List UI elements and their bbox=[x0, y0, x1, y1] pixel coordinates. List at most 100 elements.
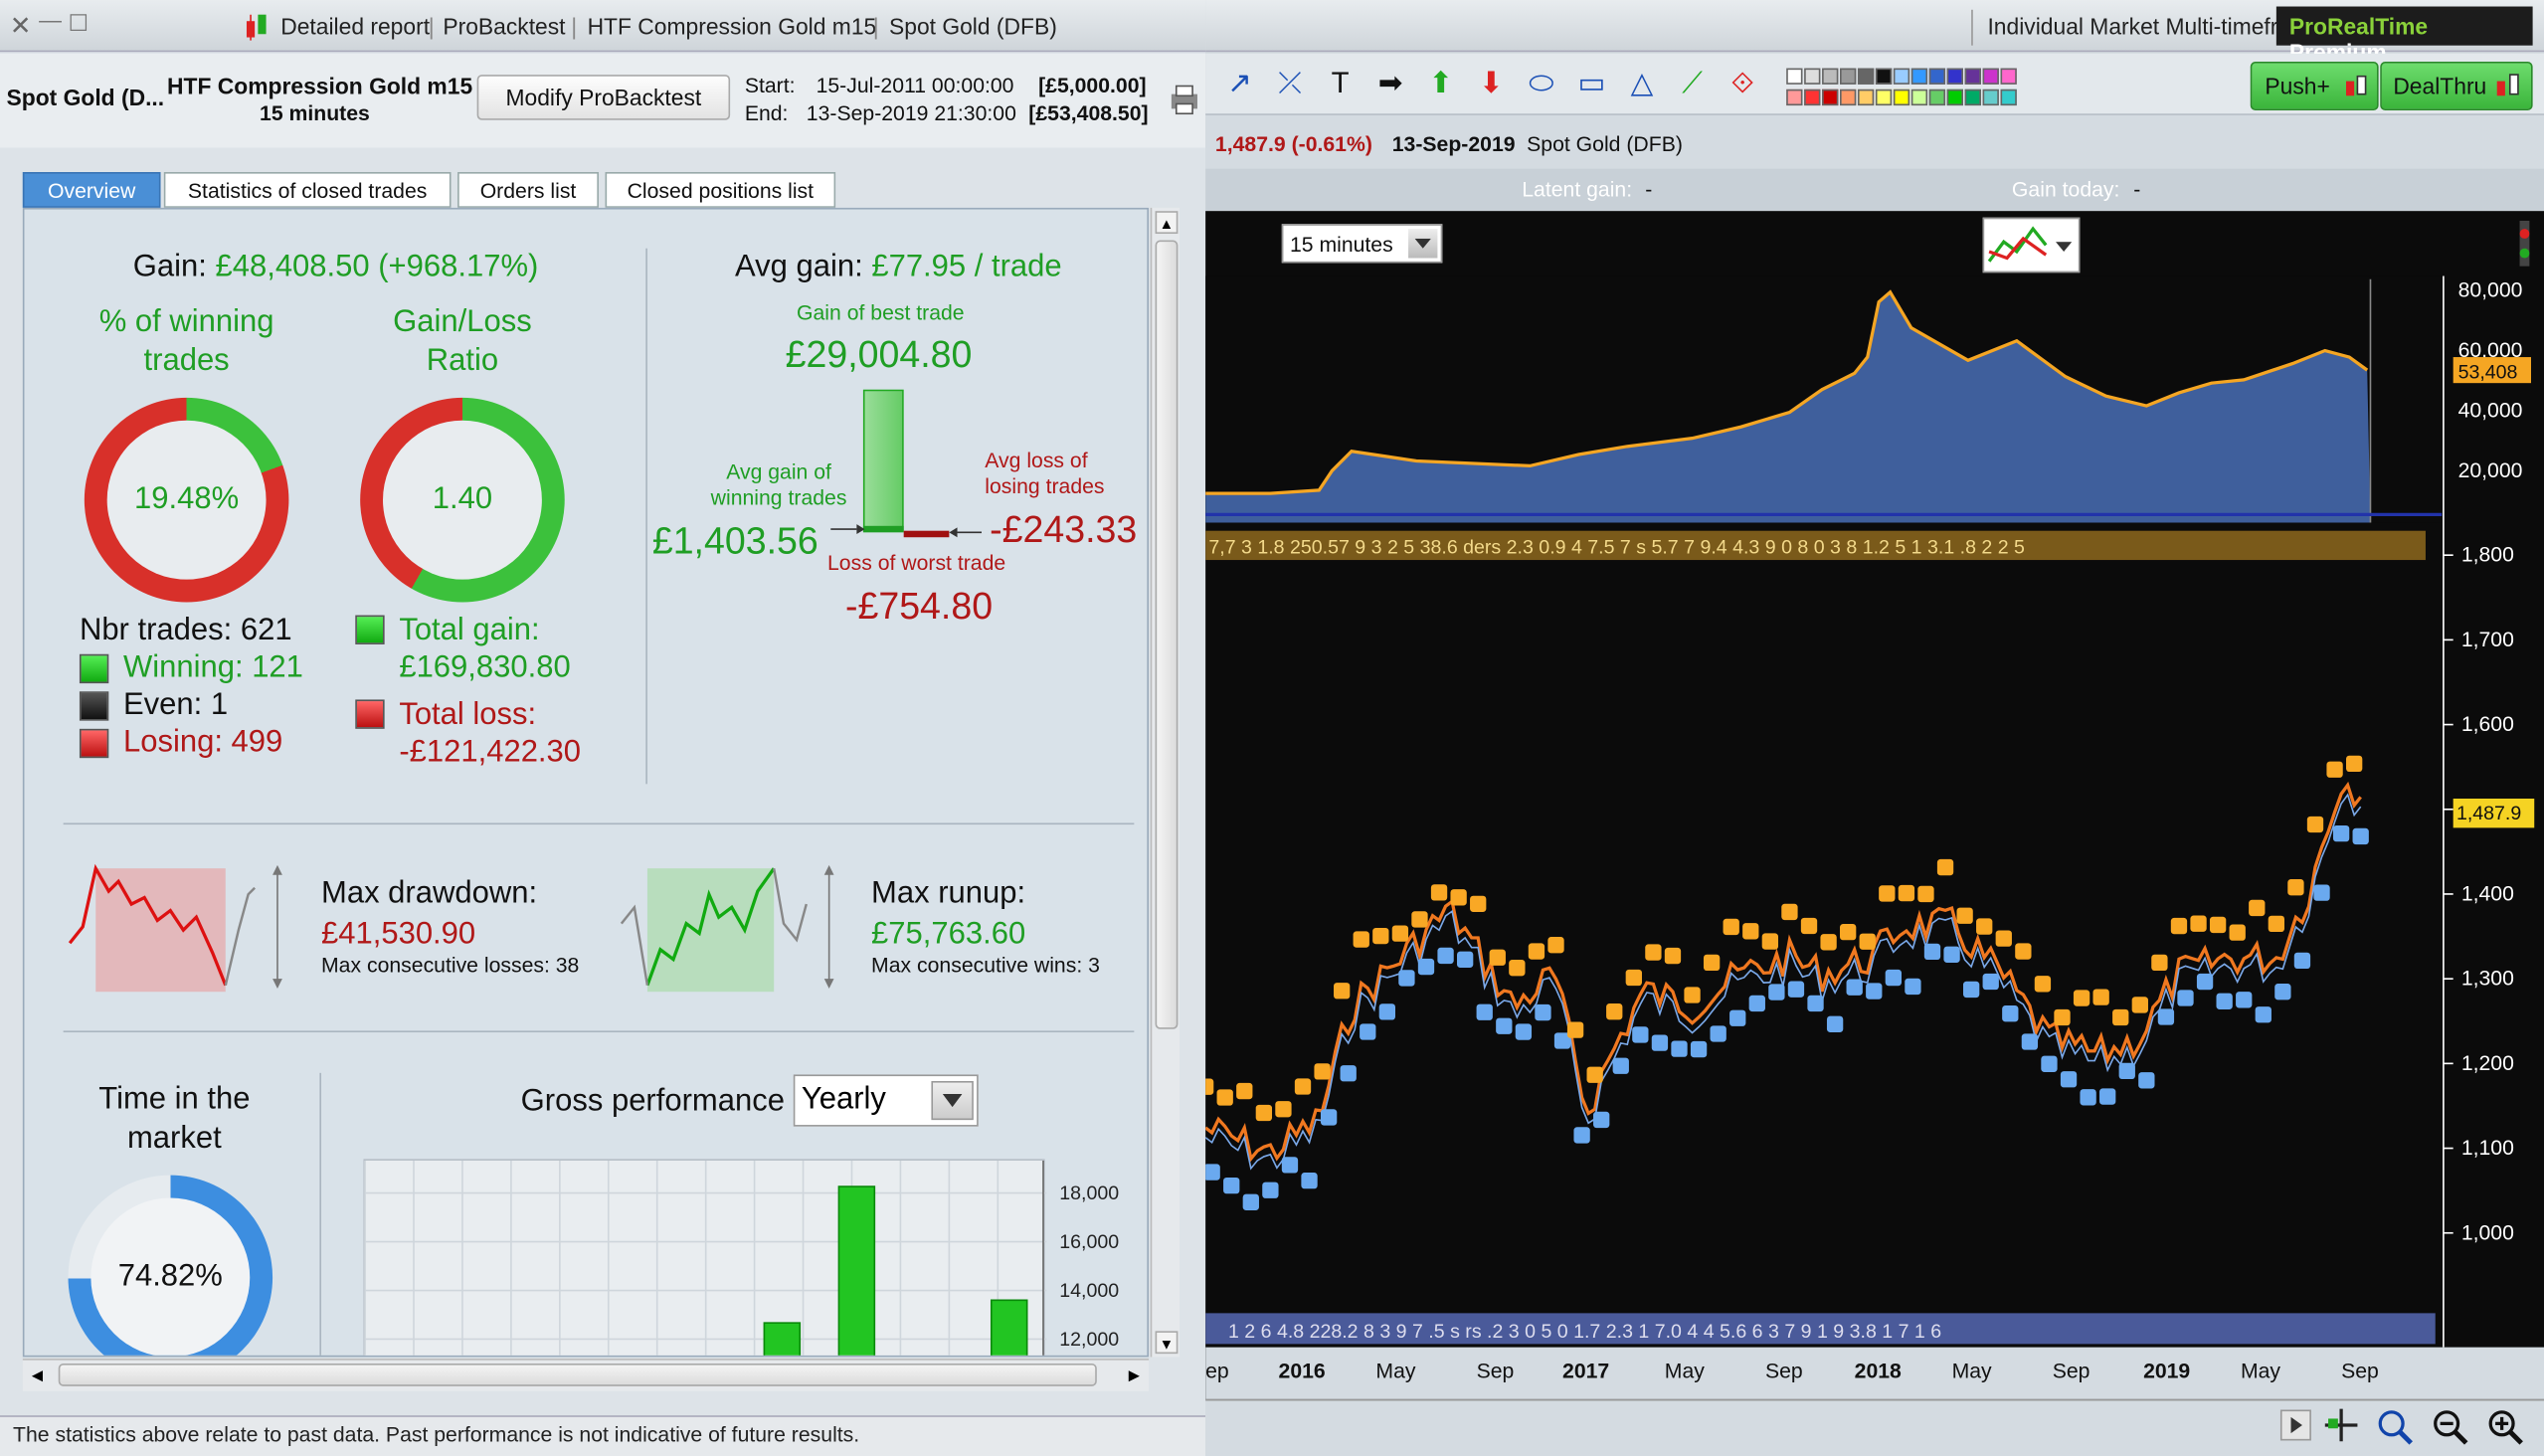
print-icon[interactable] bbox=[1167, 82, 1202, 117]
sell-marker bbox=[1645, 944, 1662, 961]
play-icon[interactable] bbox=[2279, 1409, 2312, 1442]
chart-type-button[interactable] bbox=[1982, 217, 2081, 273]
sell-marker bbox=[2034, 976, 2052, 993]
color-swatch[interactable] bbox=[1946, 89, 1963, 106]
text-icon[interactable]: T bbox=[1331, 66, 1350, 98]
color-swatch[interactable] bbox=[1928, 68, 1946, 85]
color-swatch[interactable] bbox=[2000, 89, 2017, 106]
signal-band-bottom bbox=[1205, 1313, 2436, 1345]
dealthru-button[interactable]: DealThru bbox=[2380, 62, 2533, 110]
buy-marker bbox=[2041, 1055, 2058, 1072]
color-swatch[interactable] bbox=[1786, 68, 1803, 85]
color-swatch[interactable] bbox=[1982, 89, 1999, 106]
buy-marker bbox=[1340, 1065, 1357, 1082]
color-swatch[interactable] bbox=[1840, 89, 1857, 106]
color-swatch[interactable] bbox=[1875, 68, 1893, 85]
color-swatch[interactable] bbox=[1982, 68, 1999, 85]
chevron-down-icon[interactable] bbox=[1408, 229, 1438, 259]
system-timeframe: 15 minutes bbox=[260, 100, 370, 125]
scroll-down-icon[interactable]: ▼ bbox=[1155, 1331, 1179, 1355]
window-tab-title[interactable]: Individual Market Multi-timefr bbox=[1987, 13, 2278, 40]
color-swatch[interactable] bbox=[1804, 68, 1821, 85]
vertical-scrollbar[interactable]: ▲ ▼ bbox=[1150, 207, 1181, 1358]
minimize-icon[interactable]: — bbox=[39, 6, 62, 33]
chart-bottom-bar bbox=[1205, 1398, 2544, 1456]
price-chart-area[interactable]: 15 minutes 80,000 60,000 40,000 20,000 53,40… bbox=[1205, 211, 2544, 1399]
crosshair-icon[interactable] bbox=[2322, 1405, 2361, 1444]
buy-marker bbox=[1748, 995, 1765, 1012]
gross-bar bbox=[837, 1185, 876, 1356]
scroll-right-icon[interactable]: ▶ bbox=[1128, 1366, 1140, 1383]
color-swatch[interactable] bbox=[1964, 89, 1981, 106]
tab-statistics-closed-trades[interactable]: Statistics of closed trades bbox=[163, 172, 452, 208]
color-swatch[interactable] bbox=[1928, 89, 1946, 106]
sell-marker bbox=[1917, 885, 1934, 903]
sell-marker bbox=[1781, 903, 1798, 921]
disclaimer-footer: The statistics above relate to past data… bbox=[0, 1415, 1206, 1456]
parallel-lines-icon[interactable]: ⤫ bbox=[1278, 66, 1302, 98]
scroll-up-icon[interactable]: ▲ bbox=[1155, 211, 1179, 235]
color-swatch[interactable] bbox=[1910, 68, 1928, 85]
tab-overview[interactable]: Overview bbox=[22, 172, 161, 208]
push-plus-button[interactable]: Push+ bbox=[2250, 62, 2379, 110]
title-probacktest: ProBacktest bbox=[443, 13, 566, 40]
buy-marker bbox=[2021, 1033, 2039, 1050]
arrow-up-icon[interactable]: ⬆ bbox=[1428, 66, 1453, 98]
fan-icon[interactable]: ⟐ bbox=[1730, 66, 1754, 98]
timeframe-select[interactable]: 15 minutes bbox=[1281, 224, 1443, 264]
time-in-market-text: 74.82% bbox=[117, 1259, 223, 1294]
close-icon[interactable]: ✕ bbox=[9, 13, 32, 41]
color-swatch[interactable] bbox=[1946, 68, 1963, 85]
scroll-left-icon[interactable]: ◀ bbox=[31, 1366, 44, 1383]
color-swatch[interactable] bbox=[1840, 68, 1857, 85]
timeframe-select-value: 15 minutes bbox=[1289, 232, 1393, 257]
color-palette-row bbox=[1786, 64, 2094, 85]
buy-marker bbox=[2060, 1071, 2078, 1088]
equity-last-label: 53,408 bbox=[2458, 361, 2518, 383]
color-swatch[interactable] bbox=[1804, 89, 1821, 106]
tab-orders-list[interactable]: Orders list bbox=[457, 172, 599, 208]
signal-band-top-text: 7,7 3 1.8 250.57 9 3 2 5 38.6 ders 2.3 0… bbox=[1208, 537, 2025, 559]
line-chart-icon bbox=[1987, 226, 2048, 263]
maximize-icon[interactable]: ☐ bbox=[68, 9, 90, 36]
color-swatch[interactable] bbox=[1875, 89, 1893, 106]
gross-performance-select[interactable]: Yearly bbox=[793, 1074, 979, 1127]
color-swatch[interactable] bbox=[1786, 89, 1803, 106]
rectangle-icon[interactable]: ▭ bbox=[1577, 66, 1606, 98]
arrow-down-icon[interactable]: ⬇ bbox=[1478, 66, 1504, 98]
zoom-in-icon[interactable] bbox=[2484, 1405, 2526, 1447]
zoom-out-icon[interactable] bbox=[2429, 1405, 2470, 1447]
color-swatch[interactable] bbox=[2000, 68, 2017, 85]
start-label: Start: bbox=[744, 73, 796, 97]
y-tick-label: 18,000 bbox=[1059, 1183, 1119, 1204]
h-scroll-thumb[interactable] bbox=[58, 1363, 1097, 1386]
tab-closed-positions-list[interactable]: Closed positions list bbox=[605, 172, 836, 208]
color-swatch[interactable] bbox=[1822, 68, 1839, 85]
ellipse-icon[interactable]: ⬭ bbox=[1529, 66, 1554, 98]
color-swatch[interactable] bbox=[1822, 89, 1839, 106]
sell-marker bbox=[1294, 1078, 1312, 1095]
buy-marker bbox=[1943, 946, 1960, 963]
color-swatch[interactable] bbox=[1857, 89, 1875, 106]
indicator-icon[interactable] bbox=[2510, 218, 2539, 270]
scroll-thumb[interactable] bbox=[1155, 240, 1179, 1029]
zoom-area-icon[interactable] bbox=[2374, 1405, 2416, 1447]
trendline-icon[interactable]: ↗ bbox=[1227, 66, 1252, 98]
horizontal-scrollbar[interactable]: ◀ ▶ bbox=[22, 1359, 1150, 1391]
modify-probacktest-button[interactable]: Modify ProBacktest bbox=[476, 75, 731, 120]
chevron-down-icon[interactable] bbox=[931, 1080, 974, 1121]
price-chart-svg[interactable]: 80,000 60,000 40,000 20,000 53,408 7,7 3 1.8 … bbox=[1205, 211, 2544, 1399]
color-swatch[interactable] bbox=[1893, 89, 1910, 106]
color-swatch[interactable] bbox=[1964, 68, 1981, 85]
total-gain-value: £169,830.80 bbox=[399, 650, 571, 685]
color-swatch[interactable] bbox=[1910, 89, 1928, 106]
triangle-icon[interactable]: △ bbox=[1630, 66, 1654, 98]
arrow-right-icon[interactable]: ➡ bbox=[1377, 66, 1403, 98]
start-capital: [£5,000.00] bbox=[1038, 73, 1147, 97]
chevron-down-icon[interactable] bbox=[2055, 242, 2073, 252]
color-swatch[interactable] bbox=[1893, 68, 1910, 85]
x-axis-label: Sep bbox=[2053, 1361, 2090, 1383]
zigzag-icon[interactable]: ⟋ bbox=[1682, 66, 1703, 98]
color-swatch[interactable] bbox=[1857, 68, 1875, 85]
chart-title-bar: Individual Market Multi-timefr ProRealTi… bbox=[1205, 0, 2544, 65]
